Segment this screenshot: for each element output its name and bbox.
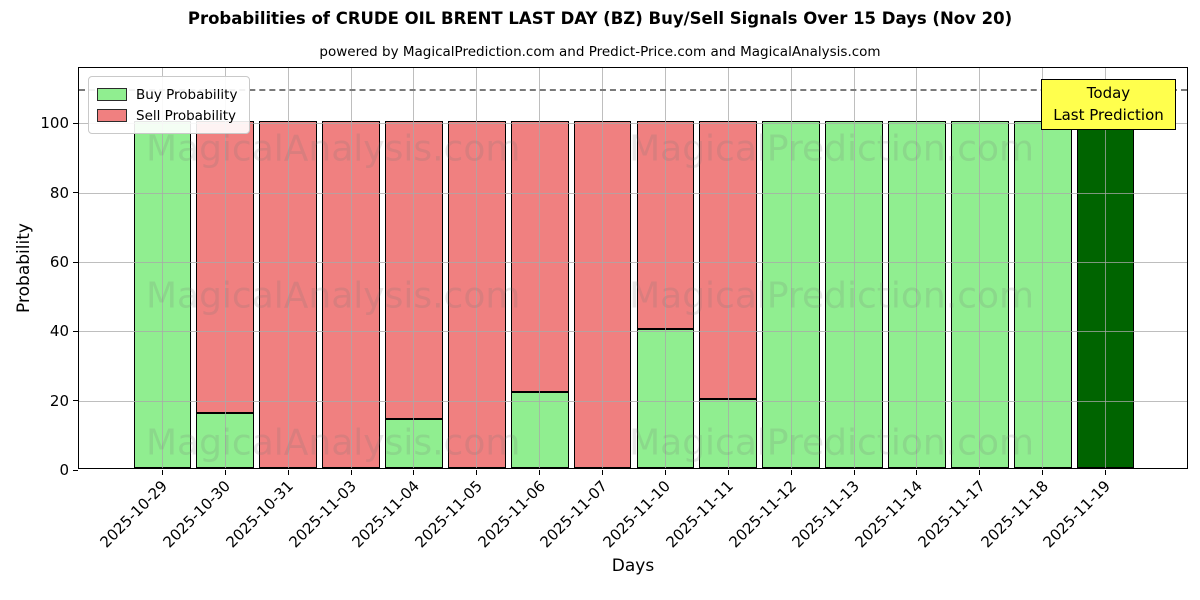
today-annotation-line1: Today: [1086, 84, 1131, 102]
x-tick-mark: [224, 470, 226, 475]
legend-item-buy: Buy Probability: [97, 84, 237, 105]
bar-segment-buy: [699, 398, 758, 468]
x-tick-mark: [287, 470, 289, 475]
x-tick-label: 2025-10-31: [222, 477, 297, 552]
bar-segment-sell: [699, 121, 758, 399]
bar-segment-sell: [510, 121, 569, 392]
x-tick-label: 2025-11-04: [348, 477, 423, 552]
y-tick-mark: [73, 192, 78, 194]
y-tick-label: 20: [49, 391, 69, 410]
bar-segment-sell: [447, 121, 506, 468]
y-tick-label: 60: [49, 253, 69, 272]
chart-legend: Buy Probability Sell Probability: [88, 76, 251, 134]
sell-color-swatch: [97, 109, 127, 122]
x-tick-label: 2025-11-13: [788, 477, 863, 552]
x-tick-mark: [476, 470, 478, 475]
x-tick-label: 2025-10-29: [96, 477, 172, 552]
today-annotation-line2: Last Prediction: [1053, 106, 1164, 124]
x-tick-label: 2025-11-03: [285, 477, 360, 552]
bar-segment-buy: [510, 391, 569, 468]
x-tick-mark: [979, 470, 981, 475]
x-tick-mark: [413, 470, 415, 475]
x-axis-label: Days: [611, 556, 655, 576]
chart-subtitle: powered by MagicalPrediction.com and Pre…: [319, 44, 881, 60]
y-tick-mark: [73, 330, 78, 332]
x-tick-mark: [853, 470, 855, 475]
bar-segment-buy: [636, 329, 695, 468]
x-tick-mark: [727, 470, 729, 475]
x-tick-mark: [161, 470, 163, 475]
buy-color-swatch: [97, 88, 127, 101]
x-tick-mark: [664, 470, 666, 475]
y-tick-mark: [73, 261, 78, 263]
bar-segment-sell: [259, 121, 318, 468]
y-tick-mark: [73, 122, 78, 124]
x-tick-label: 2025-11-11: [662, 477, 738, 552]
x-tick-label: 2025-10-30: [159, 477, 235, 552]
x-tick-mark: [916, 470, 918, 475]
y-tick-mark: [73, 400, 78, 402]
y-tick-label: 100: [40, 114, 69, 133]
x-tick-mark: [602, 470, 604, 475]
legend-item-sell: Sell Probability: [97, 105, 237, 126]
plot-area: Buy Probability Sell Probability Today L…: [40, 67, 1188, 551]
y-tick-label: 40: [49, 322, 69, 341]
bar-segment-sell: [196, 121, 255, 413]
y-tick-label: 80: [49, 183, 69, 202]
bar-segment-sell: [636, 121, 695, 330]
bar-segment-buy: [888, 121, 946, 468]
x-tick-mark: [539, 470, 541, 475]
y-tick-mark: [73, 469, 78, 471]
chart-title: Probabilities of CRUDE OIL BRENT LAST DA…: [187, 9, 1013, 28]
today-annotation: Today Last Prediction: [1041, 79, 1176, 130]
x-tick-mark: [1042, 470, 1044, 475]
bar-segment-sell: [573, 121, 632, 468]
bar-segment-buy: [196, 412, 255, 468]
bar-today: [1076, 121, 1135, 468]
x-tick-mark: [350, 470, 352, 475]
legend-label-buy: Buy Probability: [136, 86, 238, 103]
bar-segment-buy: [950, 121, 1009, 468]
x-tick-mark: [1105, 470, 1107, 475]
x-tick-mark: [790, 470, 792, 475]
bar-segment-sell: [322, 121, 380, 468]
x-tick-label: 2025-11-10: [599, 477, 675, 552]
bar-segment-buy: [1013, 121, 1072, 468]
x-tick-label: 2025-11-12: [725, 477, 800, 552]
today-threshold-line: [79, 88, 1187, 91]
x-tick-label: 2025-11-14: [851, 477, 926, 552]
y-axis-label: Probability: [14, 223, 34, 313]
y-tick-label: 0: [59, 461, 69, 479]
bar-segment-buy: [762, 121, 821, 468]
bar-segment-buy: [385, 419, 443, 468]
bar-segment-buy: [825, 121, 883, 468]
legend-label-sell: Sell Probability: [136, 107, 237, 124]
bar-segment-buy: [133, 121, 192, 468]
bar-segment-sell: [385, 121, 443, 420]
